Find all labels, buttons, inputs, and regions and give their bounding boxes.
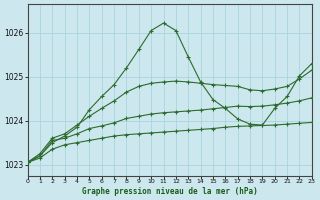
- X-axis label: Graphe pression niveau de la mer (hPa): Graphe pression niveau de la mer (hPa): [82, 187, 258, 196]
